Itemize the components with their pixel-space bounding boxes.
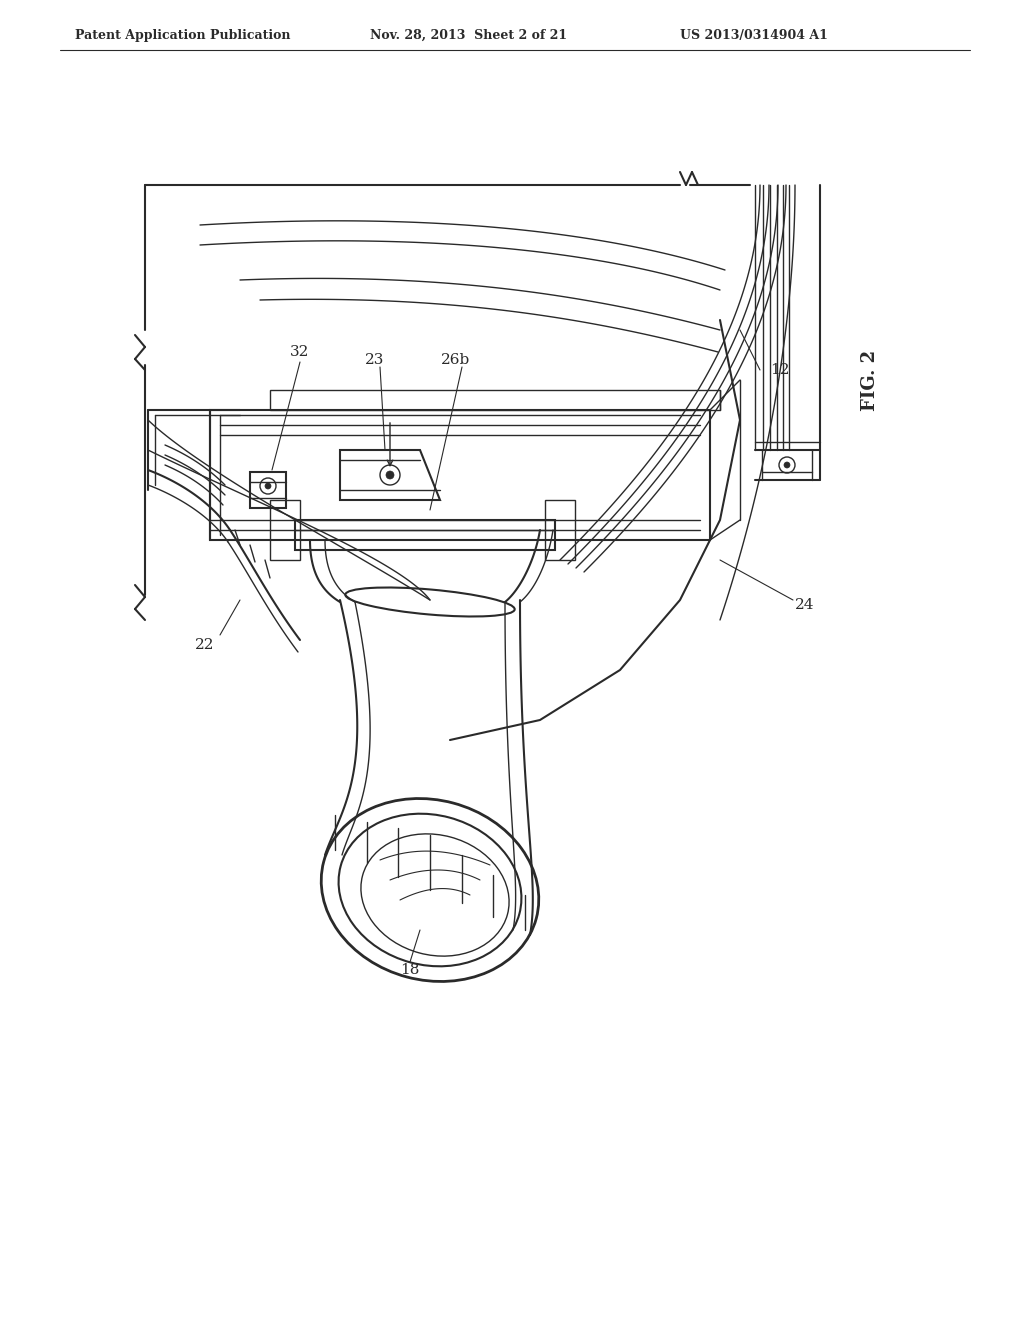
Text: 23: 23	[366, 352, 385, 367]
Text: 22: 22	[195, 638, 214, 652]
Circle shape	[784, 462, 790, 469]
Text: 12: 12	[770, 363, 790, 378]
Text: US 2013/0314904 A1: US 2013/0314904 A1	[680, 29, 827, 41]
Text: 18: 18	[400, 964, 420, 977]
Circle shape	[386, 471, 394, 479]
Text: Nov. 28, 2013  Sheet 2 of 21: Nov. 28, 2013 Sheet 2 of 21	[370, 29, 567, 41]
Text: FIG. 2: FIG. 2	[861, 350, 879, 411]
Circle shape	[265, 483, 271, 488]
Text: 26b: 26b	[441, 352, 471, 367]
Text: 32: 32	[291, 345, 309, 359]
Text: 24: 24	[795, 598, 814, 612]
Text: Patent Application Publication: Patent Application Publication	[75, 29, 291, 41]
